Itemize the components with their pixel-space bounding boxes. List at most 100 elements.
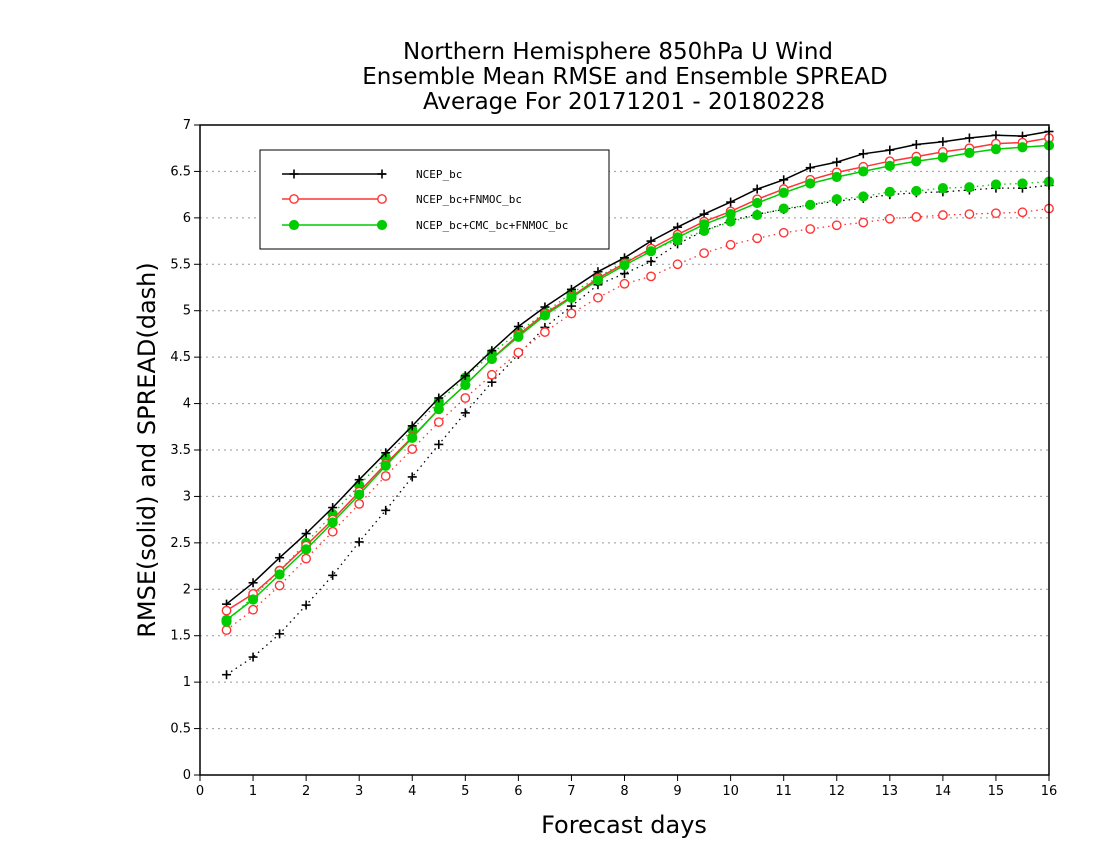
ncep-bc-fnmoc-bc-spread-point bbox=[380, 471, 391, 481]
legend-label: NCEP_bc+CMC_bc+FNMOC_bc bbox=[416, 219, 568, 232]
legend-label: NCEP_bc bbox=[416, 168, 462, 181]
plot-frame bbox=[199, 124, 1050, 776]
y-tick-label: 0.5 bbox=[170, 722, 191, 737]
ncep-bc-spread-point bbox=[460, 408, 470, 418]
ncep-bc-spread-point bbox=[301, 600, 311, 610]
ncep-bc-rmse-point bbox=[964, 133, 974, 143]
ncep-bc-rmse-point bbox=[354, 475, 364, 485]
ncep-bc-cmc-bc-fnmoc-bc-spread-point bbox=[964, 182, 975, 193]
ncep-bc-fnmoc-bc-spread-line bbox=[226, 207, 1050, 631]
x-tick-label: 2 bbox=[302, 784, 310, 799]
x-tick-label: 6 bbox=[514, 784, 522, 799]
ncep-bc-rmse-point bbox=[328, 503, 338, 513]
y-tick-label: 0 bbox=[183, 768, 191, 783]
ncep-bc-cmc-bc-fnmoc-bc-rmse-point bbox=[301, 544, 312, 555]
ncep-bc-spread-point bbox=[646, 257, 656, 266]
ncep-bc-fnmoc-bc-spread-point bbox=[221, 625, 232, 636]
ncep-bc-fnmoc-bc-spread-point bbox=[805, 224, 816, 234]
ncep-bc-cmc-bc-fnmoc-bc-rmse-point bbox=[698, 219, 710, 230]
legend: NCEP_bc NCEP_bc+FNMOC_bc NCEP_bc+CMC_bc+FN… bbox=[259, 149, 610, 250]
x-tick-label: 12 bbox=[828, 784, 845, 799]
ncep-bc-cmc-bc-fnmoc-bc-rmse-point bbox=[592, 274, 604, 286]
ncep-bc-cmc-bc-fnmoc-bc-spread-point bbox=[990, 179, 1002, 190]
x-tick-label: 13 bbox=[882, 784, 899, 799]
ncep-bc-cmc-bc-fnmoc-bc-rmse-point bbox=[380, 460, 391, 471]
ncep-bc-fnmoc-bc-spread-point bbox=[858, 217, 869, 228]
ncep-bc-cmc-bc-fnmoc-bc-rmse-point bbox=[725, 209, 736, 220]
x-tick-label: 5 bbox=[461, 784, 469, 799]
ncep-bc-rmse-point bbox=[248, 578, 258, 588]
ncep-bc-cmc-bc-fnmoc-bc-rmse-point bbox=[486, 353, 497, 365]
axis-ticks: 00.511.522.533.544.555.566.570 1 2 3 4 5 6 7 8 9 1… bbox=[170, 118, 1057, 799]
y-tick-label: 2 bbox=[183, 582, 191, 597]
ncep-bc-rmse-point bbox=[991, 130, 1001, 140]
ncep-bc-cmc-bc-fnmoc-bc-rmse-point bbox=[539, 310, 551, 321]
ncep-bc-cmc-bc-fnmoc-bc-rmse-point bbox=[619, 260, 630, 271]
ncep-bc-fnmoc-bc-spread-point bbox=[911, 212, 922, 222]
ncep-bc-fnmoc-bc-spread-point bbox=[248, 604, 258, 615]
y-tick-label: 5 bbox=[183, 304, 191, 319]
y-tick-label: 3 bbox=[183, 489, 191, 504]
ncep-bc-fnmoc-bc-spread-point bbox=[699, 248, 709, 259]
ncep-bc-cmc-bc-fnmoc-bc-spread-point bbox=[831, 194, 842, 205]
x-tick-label: 1 bbox=[249, 784, 257, 799]
ncep-bc-rmse-point bbox=[858, 149, 868, 159]
ncep-bc-fnmoc-bc-spread-point bbox=[513, 347, 524, 358]
x-tick-label: 4 bbox=[408, 784, 416, 799]
ncep-bc-cmc-bc-fnmoc-bc-rmse-point bbox=[433, 404, 444, 415]
ncep-bc-rmse-point bbox=[832, 157, 842, 167]
y-tick-label: 4.5 bbox=[170, 350, 191, 365]
series-ncep-bc-cmc-bc-fnmoc-bc-rmse bbox=[221, 140, 1055, 626]
x-tick-label: 9 bbox=[673, 784, 681, 799]
ncep-bc-cmc-bc-fnmoc-bc-rmse-point bbox=[1017, 142, 1028, 153]
series-ncep-bc-rmse bbox=[222, 127, 1054, 609]
y-tick-label: 5.5 bbox=[170, 257, 191, 272]
ncep-bc-fnmoc-bc-spread-point bbox=[778, 227, 789, 238]
ncep-bc-cmc-bc-fnmoc-bc-rmse-point bbox=[274, 569, 285, 580]
legend-marker bbox=[289, 169, 299, 179]
ncep-bc-cmc-bc-fnmoc-bc-spread-point bbox=[858, 191, 869, 202]
y-tick-label: 7 bbox=[183, 118, 191, 133]
y-tick-label: 2.5 bbox=[170, 536, 191, 551]
ncep-bc-cmc-bc-fnmoc-bc-spread-point bbox=[884, 186, 895, 197]
legend-marker bbox=[376, 219, 388, 231]
legend-marker bbox=[377, 194, 387, 204]
ncep-bc-cmc-bc-fnmoc-bc-spread-point bbox=[752, 209, 763, 221]
ncep-bc-fnmoc-bc-spread-point bbox=[486, 369, 497, 380]
ncep-bc-rmse-point bbox=[301, 529, 311, 539]
ncep-bc-fnmoc-bc-spread-point bbox=[646, 271, 656, 282]
ncep-bc-spread-point bbox=[620, 269, 629, 279]
x-tick-label: 15 bbox=[988, 784, 1005, 799]
ncep-bc-rmse-point bbox=[779, 175, 789, 185]
ncep-bc-spread-point bbox=[222, 670, 232, 680]
ncep-bc-rmse-point bbox=[752, 184, 762, 194]
ncep-bc-fnmoc-bc-spread-point bbox=[884, 213, 895, 224]
x-tick-label: 14 bbox=[935, 784, 952, 799]
ncep-bc-spread-point bbox=[434, 439, 444, 449]
title-line-1: Northern Hemisphere 850hPa U Wind bbox=[403, 39, 833, 65]
x-axis-title: Forecast days bbox=[541, 811, 707, 839]
ncep-bc-fnmoc-bc-spread-point bbox=[301, 553, 312, 564]
ncep-bc-cmc-bc-fnmoc-bc-spread-point bbox=[778, 203, 789, 214]
ncep-bc-cmc-bc-fnmoc-bc-rmse-point bbox=[407, 432, 418, 444]
ncep-bc-cmc-bc-fnmoc-bc-rmse-point bbox=[327, 517, 338, 528]
legend-entry-ncep-bc-fnmoc-bc: NCEP_bc+FNMOC_bc bbox=[282, 193, 522, 206]
legend-label: NCEP_bc+FNMOC_bc bbox=[416, 193, 522, 206]
series-ncep-bc-fnmoc-bc-spread bbox=[221, 203, 1054, 636]
y-tick-label: 4 bbox=[183, 397, 191, 412]
ncep-bc-cmc-bc-fnmoc-bc-rmse-point bbox=[937, 152, 948, 163]
ncep-bc-cmc-bc-fnmoc-bc-rmse-point bbox=[858, 166, 869, 177]
x-tick-label: 10 bbox=[722, 784, 739, 799]
ncep-bc-cmc-bc-fnmoc-bc-spread-point bbox=[805, 199, 816, 210]
ncep-bc-cmc-bc-fnmoc-bc-rmse-point bbox=[884, 160, 895, 171]
ncep-bc-spread-line bbox=[226, 184, 1050, 676]
ncep-bc-fnmoc-bc-spread-point bbox=[274, 580, 285, 591]
ncep-bc-cmc-bc-fnmoc-bc-rmse-point bbox=[911, 156, 922, 167]
ncep-bc-cmc-bc-fnmoc-bc-rmse-point bbox=[460, 379, 471, 391]
ncep-bc-rmse-point bbox=[885, 145, 895, 155]
ncep-bc-fnmoc-bc-spread-point bbox=[752, 233, 763, 244]
ncep-bc-spread-point bbox=[407, 472, 417, 482]
title-line-3: Average For 20171201 - 20180228 bbox=[423, 89, 825, 115]
ncep-bc-rmse-point bbox=[487, 346, 497, 356]
